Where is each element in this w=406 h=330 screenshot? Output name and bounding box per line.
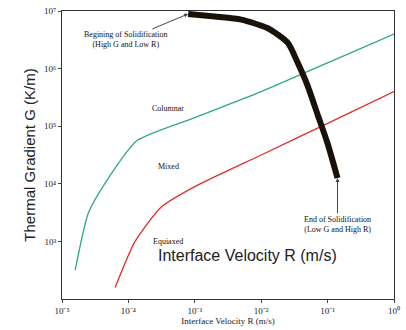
svg-text:10⁻²: 10⁻²: [254, 306, 269, 316]
svg-text:10⁴: 10⁴: [44, 179, 56, 189]
svg-text:Begining of Solidification(Hig: Begining of Solidification(High G and Lo…: [84, 30, 168, 49]
svg-text:Mixed: Mixed: [158, 162, 179, 171]
svg-text:Interface Velocity R (m/s): Interface Velocity R (m/s): [181, 316, 275, 326]
svg-text:10⁰: 10⁰: [388, 306, 400, 316]
svg-text:Equiaxed: Equiaxed: [153, 237, 183, 246]
svg-text:10⁵: 10⁵: [44, 121, 56, 131]
svg-text:End of Solidification(Low G an: End of Solidification(Low G and High R): [304, 215, 371, 234]
svg-text:10⁻⁵: 10⁻⁵: [54, 306, 69, 316]
svg-text:10⁻⁴: 10⁻⁴: [121, 306, 136, 316]
svg-text:10⁶: 10⁶: [44, 64, 56, 74]
svg-text:Interface Velocity R (m/s): Interface Velocity R (m/s): [158, 247, 337, 264]
svg-text:10⁷: 10⁷: [44, 6, 56, 16]
svg-text:Columnar: Columnar: [152, 104, 184, 113]
svg-text:10⁻¹: 10⁻¹: [320, 306, 335, 316]
svg-text:10³: 10³: [44, 237, 56, 247]
svg-text:10⁻³: 10⁻³: [187, 306, 202, 316]
svg-text:Thermal Gradient G (K/m): Thermal Gradient G (K/m): [21, 68, 38, 241]
